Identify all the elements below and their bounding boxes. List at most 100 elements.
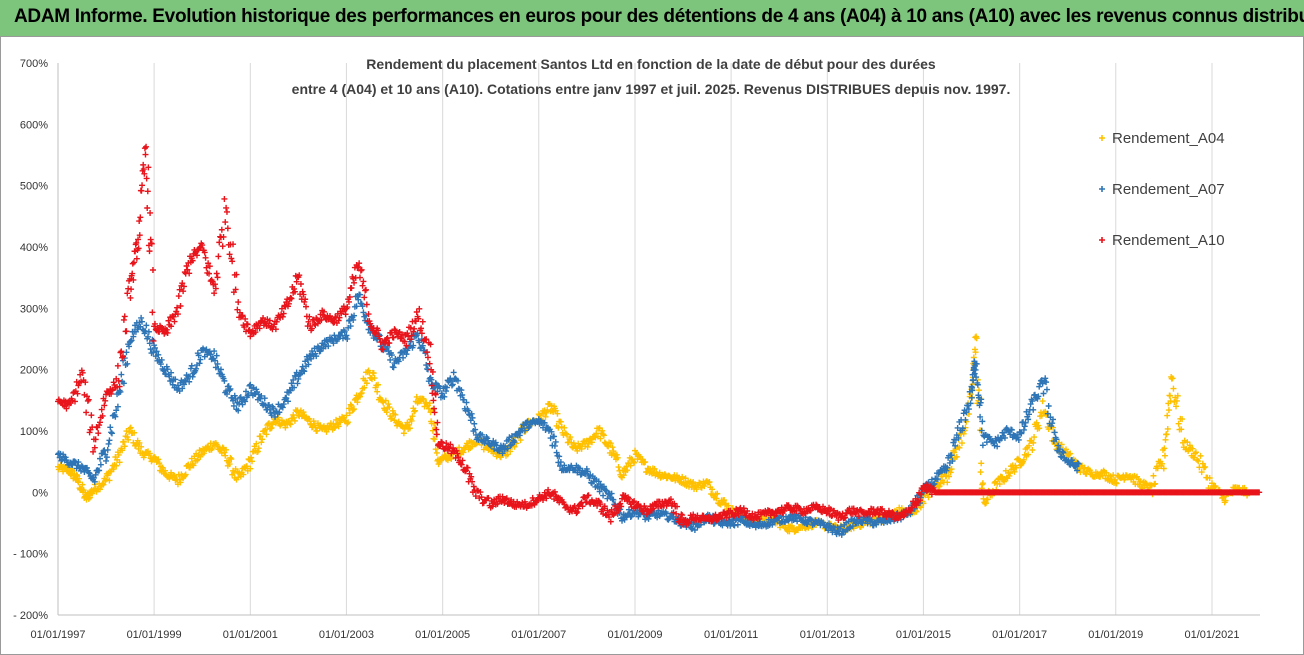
x-tick-label: 01/01/1999	[127, 629, 182, 641]
x-tick-label: 01/01/2011	[704, 629, 758, 641]
data-point	[1074, 460, 1081, 467]
data-point	[195, 352, 202, 359]
data-point	[211, 348, 218, 355]
data-point	[219, 243, 226, 250]
data-point	[429, 368, 436, 375]
data-point	[258, 439, 265, 446]
data-point	[1022, 419, 1029, 426]
grid-lines	[57, 63, 1213, 615]
data-point	[126, 425, 133, 432]
data-point	[627, 513, 634, 520]
data-point	[120, 316, 127, 323]
data-point	[97, 461, 104, 468]
data-point	[1194, 456, 1201, 463]
data-point	[363, 301, 370, 308]
data-point	[223, 208, 230, 215]
data-point	[95, 430, 102, 437]
data-point	[447, 441, 454, 448]
data-point	[254, 448, 261, 455]
data-point	[970, 377, 977, 384]
data-point	[489, 503, 496, 510]
data-point	[376, 335, 383, 342]
data-point	[141, 170, 148, 177]
data-point	[813, 501, 820, 508]
data-point	[266, 420, 273, 427]
data-point	[63, 405, 70, 412]
data-point	[563, 431, 570, 438]
data-point	[227, 385, 234, 392]
data-point	[1049, 420, 1056, 427]
data-point	[127, 424, 134, 431]
data-point	[1048, 423, 1055, 430]
data-point	[180, 283, 187, 290]
data-point	[423, 362, 430, 369]
data-point	[983, 500, 990, 507]
data-point	[1113, 480, 1120, 487]
data-point	[104, 446, 111, 453]
data-point	[84, 464, 91, 471]
data-point	[226, 251, 233, 258]
data-point	[1050, 416, 1057, 423]
data-point	[1200, 464, 1207, 471]
data-point	[222, 219, 229, 226]
data-point	[331, 425, 338, 432]
data-point	[1075, 460, 1082, 467]
data-point	[972, 349, 979, 356]
data-point	[1058, 441, 1065, 448]
data-point	[296, 272, 303, 279]
data-point	[223, 391, 230, 398]
data-point	[88, 412, 95, 419]
data-point	[123, 349, 130, 356]
data-point	[256, 325, 263, 332]
data-point	[236, 394, 243, 401]
data-point	[116, 383, 123, 390]
data-point	[607, 440, 614, 447]
data-point	[145, 333, 152, 340]
data-point	[85, 469, 92, 476]
data-point	[395, 358, 402, 365]
data-point	[211, 357, 218, 364]
data-point	[247, 333, 254, 340]
data-point	[485, 437, 492, 444]
data-point	[125, 436, 132, 443]
data-point	[291, 384, 298, 391]
data-point	[124, 290, 131, 297]
data-point	[217, 366, 224, 373]
data-point	[601, 503, 608, 510]
data-point	[539, 497, 546, 504]
x-tick-label: 01/01/2017	[992, 629, 1047, 641]
data-point	[1222, 497, 1229, 504]
data-point	[1192, 449, 1199, 456]
data-point	[155, 456, 162, 463]
data-point	[416, 305, 423, 312]
data-point	[1167, 398, 1174, 405]
data-point	[438, 390, 445, 397]
data-point	[354, 399, 361, 406]
data-point	[346, 409, 353, 416]
data-point	[266, 401, 273, 408]
data-point	[630, 458, 637, 465]
data-point	[1031, 434, 1038, 441]
data-point	[280, 310, 287, 317]
data-point	[123, 328, 130, 335]
data-point	[71, 398, 78, 405]
data-point	[925, 494, 932, 501]
data-point	[978, 396, 985, 403]
data-point	[499, 450, 506, 457]
data-point	[230, 470, 237, 477]
data-point	[1030, 439, 1037, 446]
data-point	[188, 362, 195, 369]
data-point	[350, 406, 357, 413]
data-point	[287, 294, 294, 301]
data-point	[143, 143, 150, 150]
data-point	[645, 515, 652, 522]
data-point	[408, 332, 415, 339]
data-point	[252, 329, 259, 336]
data-point	[943, 467, 950, 474]
data-point	[108, 430, 115, 437]
data-point	[343, 332, 350, 339]
data-point	[603, 487, 610, 494]
data-point	[663, 510, 670, 517]
legend: Rendement_A04 Rendement_A07 Rendement_A10	[1099, 130, 1225, 249]
data-point	[709, 486, 716, 493]
